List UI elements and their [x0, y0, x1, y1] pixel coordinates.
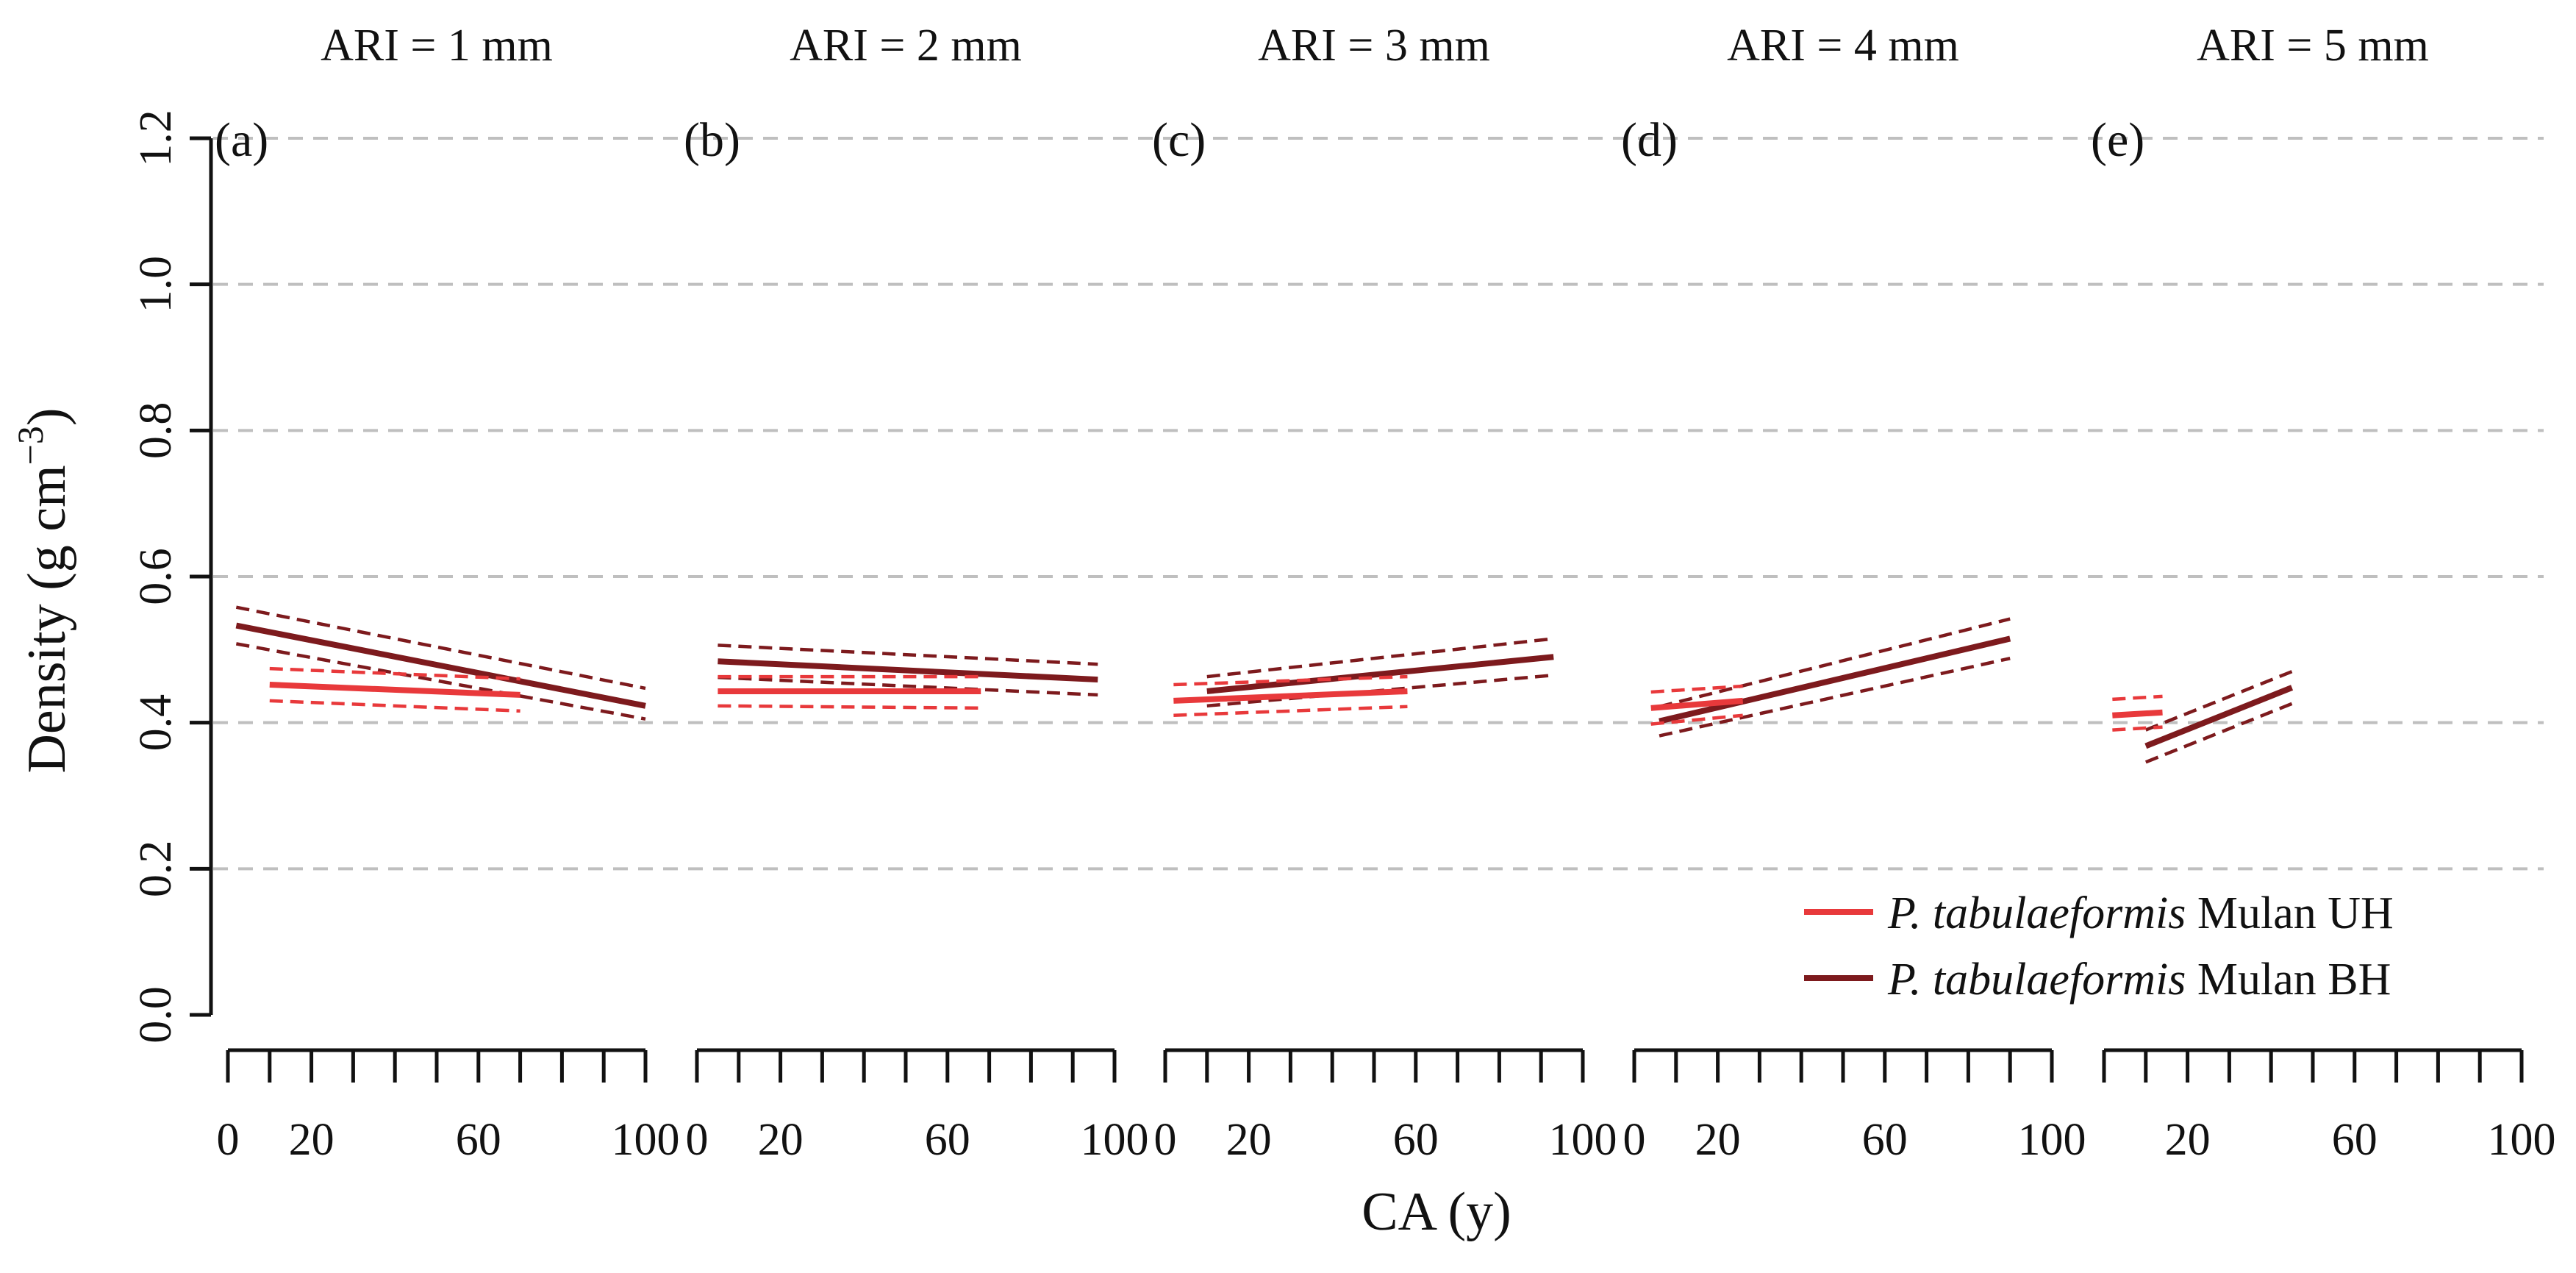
- fit-line-uh: [2112, 709, 2163, 718]
- x-tick-label: 20: [1226, 1115, 1272, 1165]
- legend-site-uh: Mulan UH: [2186, 888, 2393, 938]
- ci-lower-bh: [2144, 702, 2293, 764]
- fit-line-bh: [1206, 654, 1554, 694]
- legend-species-bh: P. tabulaeformis: [1887, 955, 2186, 1005]
- grid-lines: [213, 137, 2544, 871]
- y-axis-label-close: ): [17, 407, 77, 426]
- ci-lower-bh: [235, 642, 646, 721]
- panel-letter: (e): [2091, 113, 2144, 167]
- panel-title: ARI = 3 mm: [1258, 21, 1490, 71]
- panels: ARI = 1 mm (a) ARI = 2 mm (b) ARI = 3 mm (c) A…: [215, 21, 2429, 764]
- ci-lower-uh: [718, 704, 981, 710]
- x-tick-label: 60: [1393, 1115, 1439, 1165]
- y-tick-label: 0.2: [131, 841, 181, 898]
- panel-title: ARI = 2 mm: [790, 21, 1022, 71]
- y-tick-label: 0.8: [131, 402, 181, 460]
- y-tick-label: 1.2: [131, 110, 181, 167]
- x-tick-label: 20: [758, 1115, 804, 1165]
- x-tick-label: 20: [2165, 1115, 2211, 1165]
- panel-title: ARI = 1 mm: [321, 21, 553, 71]
- fit-line-bh: [1659, 635, 2011, 724]
- fit-line-uh: [1650, 697, 1743, 711]
- y-tick-label: 0.6: [131, 548, 181, 605]
- x-tick-label: 100: [2488, 1115, 2556, 1165]
- x-axes: 0 20 60 100 0 20 60 100 0 20 60 100 0 20 60 100 20 60 100: [217, 1048, 2556, 1165]
- legend-species-uh: P. tabulaeformis: [1887, 888, 2186, 938]
- x-tick-label: 100: [1081, 1115, 1149, 1165]
- y-axis-label: Density (g cm−3): [10, 407, 77, 773]
- x-tick-label: 100: [2018, 1115, 2086, 1165]
- x-tick-label: 100: [1549, 1115, 1617, 1165]
- panel-title: ARI = 5 mm: [2197, 21, 2429, 71]
- legend-label-uh: P. tabulaeformis Mulan UH: [1887, 888, 2394, 938]
- y-tick-label: 0.4: [131, 694, 181, 752]
- panel-letter: (c): [1152, 113, 1206, 167]
- ci-upper-bh: [1206, 637, 1554, 679]
- ci-lower-uh: [1173, 705, 1408, 717]
- ci-upper-bh: [1659, 617, 2011, 708]
- x-tick-label: 20: [289, 1115, 334, 1165]
- x-tick-label: 0: [1623, 1115, 1646, 1165]
- ci-upper-bh: [2144, 670, 2293, 732]
- ci-lower-bh: [718, 675, 1098, 697]
- y-axis-label-exponent: −3: [10, 426, 51, 465]
- x-tick-label: 60: [456, 1115, 501, 1165]
- x-tick-label: 0: [686, 1115, 709, 1165]
- legend: P. tabulaeformis Mulan UH P. tabulaeform…: [1804, 888, 2394, 1005]
- ci-upper-uh: [1173, 674, 1408, 687]
- legend-site-bh: Mulan BH: [2186, 955, 2391, 1005]
- panel-letter: (a): [215, 113, 268, 167]
- panel-letter: (b): [684, 113, 740, 167]
- x-tick-label: 20: [1695, 1115, 1741, 1165]
- x-tick-label: 100: [612, 1115, 680, 1165]
- y-tick-label: 0.0: [131, 986, 181, 1044]
- ci-upper-uh: [1650, 684, 1743, 694]
- y-tick-label: 1.0: [131, 256, 181, 313]
- x-axis-label: CA (y): [1362, 1182, 1511, 1242]
- x-tick-label: 0: [1154, 1115, 1177, 1165]
- y-axis: 0.0 0.2 0.4 0.6 0.8 1.0 1.2: [131, 110, 213, 1044]
- ci-lower-uh: [1650, 713, 1743, 726]
- legend-label-bh: P. tabulaeformis Mulan BH: [1887, 955, 2391, 1005]
- fit-line-bh: [718, 658, 1098, 683]
- ci-upper-bh: [235, 605, 646, 691]
- ci-upper-uh: [2112, 694, 2163, 702]
- x-tick-label: 60: [2332, 1115, 2378, 1165]
- ci-upper-uh: [269, 666, 520, 681]
- ci-upper-bh: [718, 643, 1098, 666]
- fit-line-uh: [1173, 688, 1408, 704]
- x-tick-label: 60: [1862, 1115, 1908, 1165]
- fit-line-uh: [269, 682, 520, 698]
- x-tick-label: 60: [925, 1115, 970, 1165]
- ci-lower-uh: [2112, 725, 2163, 732]
- panel-letter: (d): [1621, 113, 1678, 167]
- y-axis-label-main: Density (g cm: [17, 465, 77, 773]
- fit-line-bh: [235, 622, 646, 709]
- fit-line-bh: [2144, 685, 2294, 749]
- panel-title: ARI = 4 mm: [1727, 21, 1959, 71]
- ci-lower-uh: [269, 699, 520, 713]
- x-tick-label: 0: [217, 1115, 240, 1165]
- ci-lower-bh: [1659, 657, 2011, 738]
